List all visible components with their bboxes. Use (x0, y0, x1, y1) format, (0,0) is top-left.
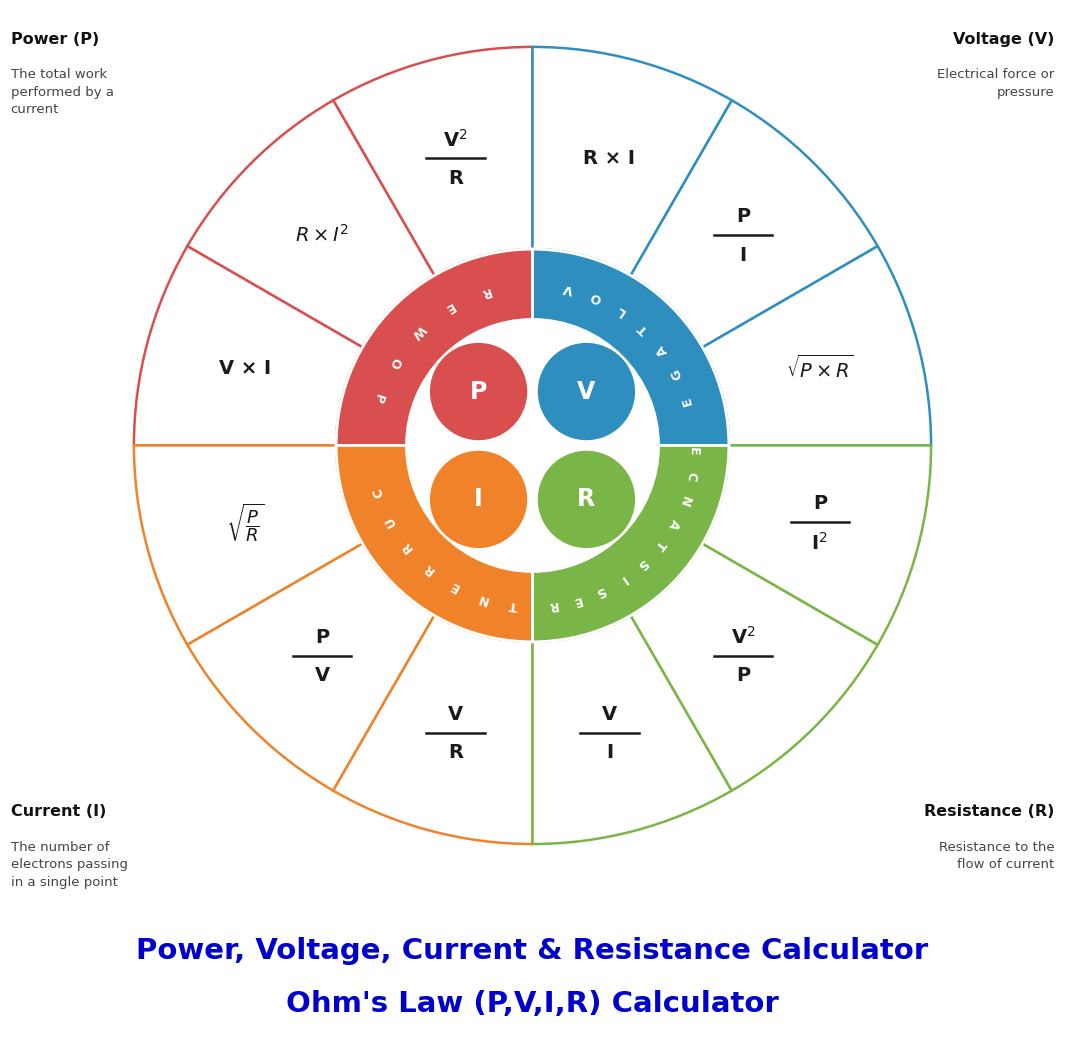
Text: The total work
performed by a
current: The total work performed by a current (11, 68, 114, 117)
Text: R: R (448, 743, 463, 762)
Text: Current (I): Current (I) (11, 804, 107, 819)
Wedge shape (532, 249, 728, 446)
Wedge shape (337, 249, 532, 446)
Text: L: L (615, 303, 628, 318)
Text: Power (P): Power (P) (11, 32, 99, 46)
Text: T: T (652, 537, 668, 552)
Wedge shape (703, 246, 931, 446)
Text: E: E (442, 300, 457, 315)
Text: V$^2$: V$^2$ (731, 626, 755, 648)
Text: P: P (470, 379, 488, 404)
Wedge shape (703, 446, 931, 644)
Circle shape (430, 451, 527, 548)
Text: V: V (577, 379, 595, 404)
Text: P: P (813, 494, 826, 513)
Text: $R \times I^2$: $R \times I^2$ (295, 224, 349, 246)
Text: C: C (371, 487, 386, 499)
Text: S: S (594, 583, 607, 599)
Text: Power, Voltage, Current & Resistance Calculator: Power, Voltage, Current & Resistance Cal… (136, 937, 929, 965)
Text: E: E (571, 593, 583, 607)
Text: A: A (666, 516, 682, 531)
Wedge shape (630, 543, 878, 790)
Text: V: V (314, 666, 330, 685)
Wedge shape (532, 616, 732, 844)
Text: V × I: V × I (219, 359, 272, 378)
Wedge shape (630, 100, 878, 347)
Text: V: V (448, 704, 463, 723)
Text: T: T (636, 321, 651, 336)
Text: P: P (736, 207, 750, 226)
Wedge shape (337, 446, 532, 642)
Text: $\sqrt{P \times  R}$: $\sqrt{P \times R}$ (786, 355, 854, 383)
Circle shape (538, 343, 635, 440)
Text: E: E (681, 395, 694, 407)
Circle shape (430, 343, 527, 440)
Text: P: P (371, 392, 386, 405)
Text: I: I (739, 246, 747, 265)
Text: C: C (684, 471, 698, 482)
Text: R: R (546, 598, 558, 613)
Text: Electrical force or
pressure: Electrical force or pressure (937, 68, 1054, 99)
Text: R: R (577, 488, 595, 512)
Wedge shape (532, 47, 732, 275)
Text: P: P (315, 627, 329, 646)
Text: S: S (635, 556, 650, 571)
Wedge shape (532, 446, 728, 642)
Text: R: R (479, 284, 492, 298)
Text: R: R (399, 539, 415, 555)
Text: I: I (474, 488, 482, 512)
Text: N: N (676, 494, 692, 508)
Text: E: E (687, 447, 700, 455)
Wedge shape (134, 246, 362, 446)
Text: Ohm's Law (P,V,I,R) Calculator: Ohm's Law (P,V,I,R) Calculator (286, 990, 779, 1017)
Wedge shape (187, 100, 435, 347)
Text: V$^2$: V$^2$ (443, 128, 468, 150)
Wedge shape (333, 47, 532, 275)
Text: E: E (447, 579, 461, 594)
Text: V: V (562, 281, 575, 295)
Text: R × I: R × I (584, 148, 636, 168)
Text: $\sqrt{\dfrac{P}{R}}$: $\sqrt{\dfrac{P}{R}}$ (226, 501, 264, 543)
Text: I: I (617, 573, 628, 585)
Text: I: I (606, 743, 613, 762)
Text: I$^2$: I$^2$ (812, 532, 829, 553)
Wedge shape (333, 616, 532, 844)
Text: O: O (589, 289, 604, 306)
Text: Voltage (V): Voltage (V) (953, 32, 1054, 46)
Text: T: T (508, 598, 518, 613)
Text: G: G (669, 367, 685, 382)
Text: O: O (386, 354, 403, 370)
Text: U: U (382, 514, 398, 529)
Text: R: R (421, 561, 437, 577)
Wedge shape (134, 446, 362, 644)
Text: P: P (736, 666, 750, 685)
Text: W: W (409, 322, 428, 341)
Text: A: A (654, 343, 671, 357)
Text: R: R (448, 168, 463, 187)
Wedge shape (187, 543, 435, 790)
Text: Resistance to the
flow of current: Resistance to the flow of current (938, 841, 1054, 871)
Circle shape (538, 451, 635, 548)
Text: Resistance (R): Resistance (R) (924, 804, 1054, 819)
Text: The number of
electrons passing
in a single point: The number of electrons passing in a sin… (11, 841, 128, 889)
Text: V: V (602, 704, 617, 723)
Text: N: N (476, 591, 490, 606)
